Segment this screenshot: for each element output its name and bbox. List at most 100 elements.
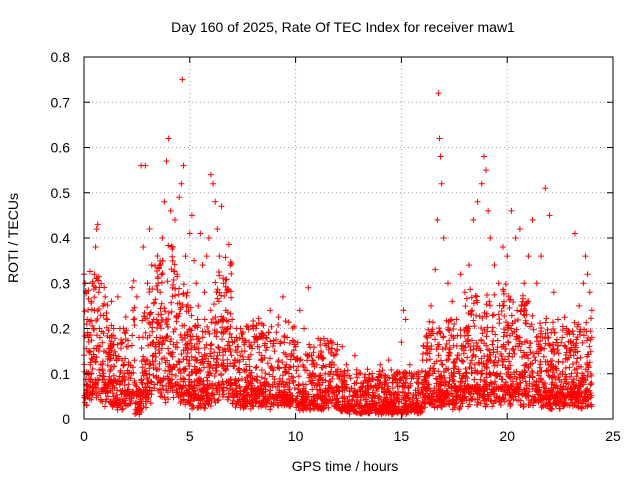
data-point (399, 411, 406, 418)
data-point (394, 370, 401, 377)
data-point (382, 407, 389, 414)
data-point (261, 382, 268, 389)
data-point (180, 291, 187, 298)
data-point (555, 359, 562, 366)
data-point (161, 198, 168, 205)
data-point (470, 351, 477, 358)
data-point (340, 378, 347, 385)
data-point (131, 322, 138, 329)
data-point (549, 346, 556, 353)
y-tick-label: 0.2 (51, 321, 71, 337)
data-point (352, 408, 359, 415)
data-point (568, 385, 575, 392)
data-point (464, 375, 471, 382)
data-point (93, 354, 100, 361)
data-point (125, 381, 132, 388)
data-point (500, 286, 507, 293)
data-point (147, 321, 154, 328)
x-tick-label: 10 (288, 428, 304, 444)
data-point (152, 373, 159, 380)
data-point (270, 340, 277, 347)
data-point (544, 367, 551, 374)
data-point (195, 345, 202, 352)
data-point (150, 316, 157, 323)
data-point (484, 324, 491, 331)
data-point (162, 359, 169, 366)
data-point (451, 365, 458, 372)
data-point (268, 323, 275, 330)
data-point (502, 364, 509, 371)
data-point (316, 376, 323, 383)
data-point (96, 325, 103, 332)
data-point (133, 293, 140, 300)
data-point (95, 385, 102, 392)
data-point (131, 357, 138, 364)
data-point (230, 363, 237, 370)
data-point (176, 285, 183, 292)
data-point (438, 180, 445, 187)
data-point (105, 349, 112, 356)
data-point (195, 335, 202, 342)
data-point (178, 180, 185, 187)
data-point (275, 357, 282, 364)
data-point (527, 349, 534, 356)
data-point (264, 335, 270, 342)
data-point (498, 308, 505, 315)
data-point (334, 347, 341, 354)
data-point (578, 405, 585, 412)
data-point (256, 398, 263, 405)
data-point (439, 389, 446, 396)
data-point (440, 235, 447, 241)
data-point (172, 292, 179, 299)
data-point (436, 329, 443, 336)
data-point (286, 364, 293, 371)
data-point (240, 356, 247, 363)
data-point (207, 307, 214, 314)
chart-title: Day 160 of 2025, Rate Of TEC Index for r… (171, 19, 515, 35)
data-point (549, 379, 556, 386)
data-point (563, 379, 570, 386)
data-point (258, 367, 265, 374)
data-point (305, 284, 312, 291)
data-point (474, 401, 481, 408)
data-point (169, 284, 176, 291)
data-point (584, 368, 591, 375)
data-point (207, 350, 214, 357)
data-point (507, 401, 514, 408)
data-point (434, 397, 441, 404)
data-point (158, 300, 165, 307)
data-point (253, 363, 260, 370)
data-point (211, 372, 218, 379)
data-point (516, 340, 523, 347)
data-point (402, 401, 409, 408)
data-point (136, 334, 143, 341)
data-point (240, 387, 247, 394)
data-point (188, 212, 195, 219)
data-point (138, 379, 145, 386)
data-point (415, 408, 422, 415)
data-point (251, 339, 258, 346)
data-point (505, 353, 512, 360)
data-point (494, 344, 501, 351)
data-point (228, 294, 235, 301)
data-point (153, 366, 160, 373)
data-point (155, 280, 162, 287)
data-point (473, 312, 480, 319)
data-point (458, 398, 465, 405)
data-point (171, 216, 178, 223)
data-point (244, 374, 251, 381)
data-point (507, 371, 514, 378)
data-point (425, 326, 432, 333)
data-point (131, 304, 138, 311)
data-point (512, 393, 519, 400)
data-point (543, 385, 550, 392)
data-point (523, 338, 530, 345)
data-point (486, 381, 493, 388)
data-point (514, 385, 521, 392)
data-point (512, 318, 519, 325)
data-point (453, 316, 460, 323)
data-point (407, 382, 414, 389)
data-point (474, 369, 481, 376)
data-point (186, 389, 193, 396)
data-point (227, 310, 234, 317)
